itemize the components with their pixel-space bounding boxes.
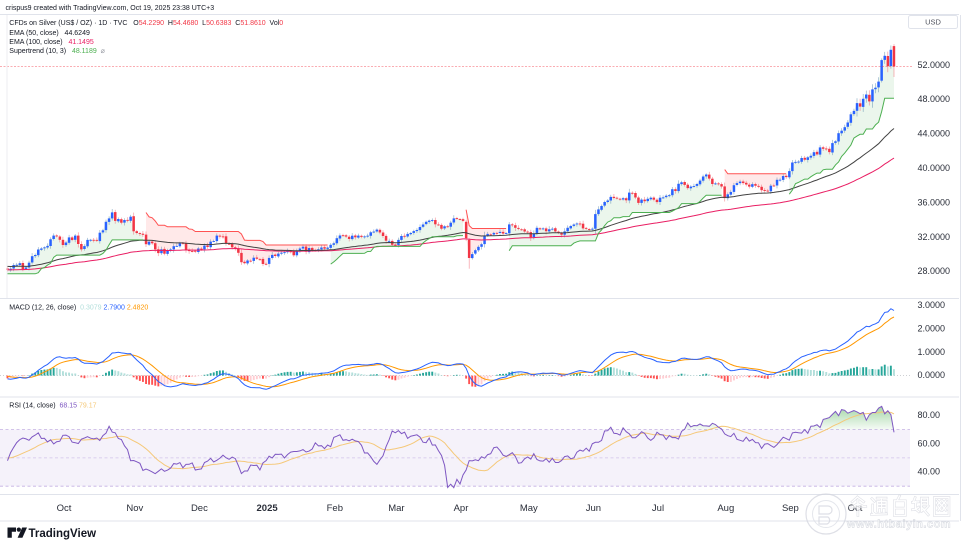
svg-text:CFDs on Silver (US$ / OZ) · 1D: CFDs on Silver (US$ / OZ) · 1D · TVC O54… — [9, 20, 283, 27]
svg-text:3.0000: 3.0000 — [918, 300, 946, 310]
svg-text:EMA (100, close) 41.1495: EMA (100, close) 41.1495 — [9, 39, 94, 46]
svg-text:Apr: Apr — [454, 503, 469, 514]
svg-text:40.00: 40.00 — [918, 467, 941, 477]
svg-text:80.00: 80.00 — [918, 410, 941, 420]
svg-text:28.0000: 28.0000 — [918, 266, 951, 276]
svg-text:MACD (12, 26, close) 0.3079 2: MACD (12, 26, close) 0.3079 2.7900 2.482… — [9, 305, 148, 312]
svg-text:2025: 2025 — [257, 503, 279, 514]
svg-text:Sep: Sep — [782, 503, 799, 514]
svg-text:Jul: Jul — [652, 503, 664, 514]
svg-text:Nov: Nov — [126, 503, 143, 514]
svg-text:1.0000: 1.0000 — [918, 347, 946, 357]
svg-text:2.0000: 2.0000 — [918, 324, 946, 334]
svg-text:Feb: Feb — [327, 503, 343, 514]
svg-text:48.0000: 48.0000 — [918, 94, 951, 104]
svg-text:USD: USD — [925, 18, 941, 27]
svg-text:RSI (14, close) 68.15 79.17: RSI (14, close) 68.15 79.17 — [9, 403, 96, 410]
svg-text:May: May — [520, 503, 538, 514]
svg-text:52.0000: 52.0000 — [918, 60, 951, 70]
svg-text:Supertrend (10, 3) 48.1189: Supertrend (10, 3) 48.1189 ⌀ — [9, 48, 105, 55]
svg-text:36.0000: 36.0000 — [918, 197, 951, 207]
svg-text:0.0000: 0.0000 — [918, 370, 946, 380]
svg-text:TradingView: TradingView — [29, 528, 97, 540]
svg-text:crispus9 created with TradingV: crispus9 created with TradingView.com, O… — [6, 5, 215, 12]
svg-text:32.0000: 32.0000 — [918, 232, 951, 242]
svg-text:Aug: Aug — [717, 503, 734, 514]
svg-text:40.0000: 40.0000 — [918, 163, 951, 173]
svg-text:EMA (50, close) 44.6249: EMA (50, close) 44.6249 — [9, 30, 90, 37]
svg-text:Dec: Dec — [191, 503, 208, 514]
svg-text:60.00: 60.00 — [918, 438, 941, 448]
svg-text:Mar: Mar — [388, 503, 404, 514]
svg-text:44.0000: 44.0000 — [918, 129, 951, 139]
svg-text:Oct: Oct — [57, 503, 72, 514]
svg-text:Jun: Jun — [586, 503, 601, 514]
svg-text:www.htbaiyin.com: www.htbaiyin.com — [846, 519, 951, 531]
